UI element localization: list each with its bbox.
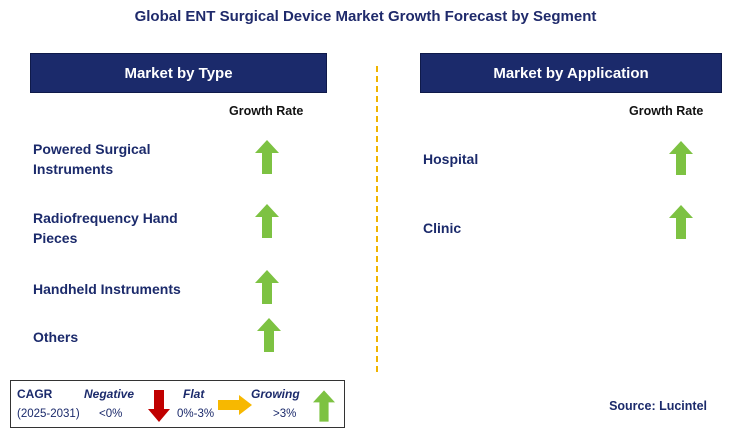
type-item-label-line1: Powered Surgical xyxy=(33,141,151,157)
left-growth-rate-label: Growth Rate xyxy=(229,104,304,118)
right-arrow-icon xyxy=(218,395,252,415)
application-item-clinic: Clinic xyxy=(423,220,462,236)
panel-divider xyxy=(376,66,378,372)
legend-period: (2025-2031) xyxy=(17,408,80,420)
market-by-type-header: Market by Type xyxy=(30,53,327,93)
up-arrow-icon xyxy=(669,205,693,239)
application-item-hospital: Hospital xyxy=(423,151,479,167)
up-arrow-icon xyxy=(255,140,279,174)
type-item-label-line2: Instruments xyxy=(33,161,114,177)
type-item-handheld-instruments: Handheld Instruments xyxy=(33,279,181,299)
down-arrow-icon xyxy=(148,390,170,422)
chart-title: Global ENT Surgical Device Market Growth… xyxy=(134,8,597,25)
market-by-application-header: Market by Application xyxy=(420,53,722,93)
legend-flat-label: Flat xyxy=(183,387,205,401)
type-item-label-line2: Pieces xyxy=(33,230,78,246)
up-arrow-icon xyxy=(255,270,279,304)
type-item-others: Others xyxy=(33,327,78,347)
up-arrow-icon xyxy=(257,318,281,352)
legend-flat-value: 0%-3% xyxy=(177,408,215,420)
legend-growing-label: Growing xyxy=(251,387,300,401)
up-arrow-icon xyxy=(255,204,279,238)
type-item-powered-surgical-instruments: Powered Surgical Instruments xyxy=(33,139,150,179)
legend-negative-value: <0% xyxy=(99,408,123,420)
cagr-legend: CAGR (2025-2031) Negative <0% Flat 0%-3%… xyxy=(10,380,345,428)
type-item-label-line1: Radiofrequency Hand xyxy=(33,210,178,226)
type-item-label-line1: Handheld Instruments xyxy=(33,281,181,297)
type-item-label-line1: Others xyxy=(33,329,79,345)
legend-negative-label: Negative xyxy=(84,387,135,401)
source-note: Source: Lucintel xyxy=(609,399,707,413)
type-item-radiofrequency-hand-pieces: Radiofrequency Hand Pieces xyxy=(33,208,178,248)
right-growth-rate-label: Growth Rate xyxy=(629,104,704,118)
legend-growing-value: >3% xyxy=(273,408,297,420)
up-arrow-icon xyxy=(313,390,335,422)
legend-cagr-label: CAGR xyxy=(17,387,53,401)
up-arrow-icon xyxy=(669,141,693,175)
